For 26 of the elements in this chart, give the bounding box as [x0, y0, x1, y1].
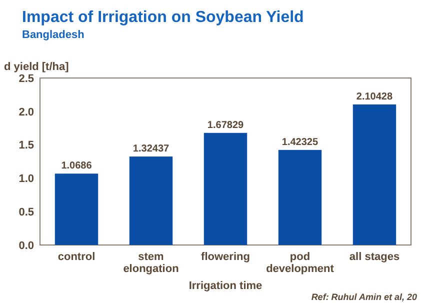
- x-tick-label: pod development: [266, 251, 334, 275]
- bar: [54, 174, 98, 245]
- bar: [352, 104, 396, 245]
- bar: [278, 150, 322, 245]
- bar: [129, 156, 173, 245]
- data-label: 1.67829: [207, 120, 244, 131]
- y-tick-label: 0.5: [18, 206, 34, 218]
- x-tick-label: all stages: [349, 251, 400, 263]
- text: Ref: Ruhul Amin et al, 20: [311, 292, 417, 302]
- y-tick-label: 1.5: [18, 140, 34, 152]
- y-axis-title: d yield [t/ha]: [4, 61, 70, 73]
- chart-title: Impact of Irrigation on Soybean Yield: [22, 9, 304, 26]
- y-tick-label: 2.0: [18, 106, 34, 118]
- data-label: 2.10428: [356, 91, 394, 102]
- y-tick-label: 2.5: [18, 72, 34, 85]
- data-label: 1.42325: [282, 136, 319, 148]
- x-tick-label: stem elongation: [123, 251, 180, 275]
- data-label: 1.32437: [132, 144, 170, 155]
- data-label: 1.0686: [61, 160, 92, 172]
- x-tick-label: flowering: [201, 251, 250, 263]
- y-tick-label: 0.0: [18, 240, 34, 252]
- chart-subtitle: Bangladesh: [22, 29, 85, 41]
- x-axis-title: Irrigation time: [188, 280, 262, 292]
- y-tick-label: 1.0: [18, 173, 34, 186]
- bar: [204, 132, 248, 245]
- x-tick-label: control: [58, 251, 96, 263]
